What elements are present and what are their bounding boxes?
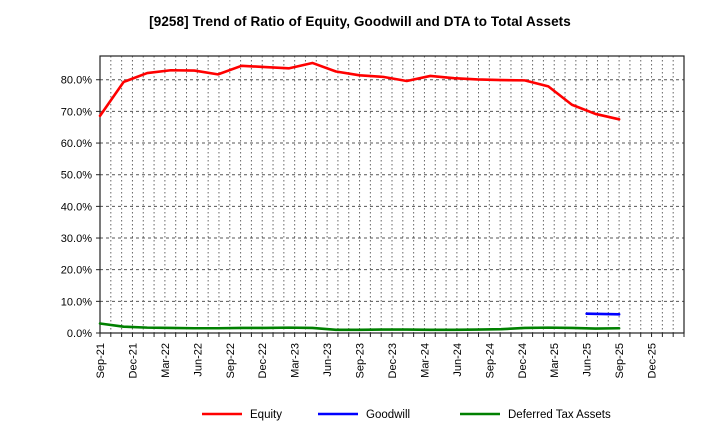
y-tick-label: 10.0% — [61, 296, 92, 308]
x-axis-ticks — [99, 333, 685, 337]
x-tick-label: Jun-23 — [322, 343, 334, 377]
x-tick-label: Sep-24 — [484, 343, 496, 378]
chart-title: [9258] Trend of Ratio of Equity, Goodwil… — [149, 14, 571, 29]
x-tick-label: Mar-24 — [419, 343, 431, 378]
legend-label: Goodwill — [366, 409, 410, 421]
x-tick-label: Sep-23 — [355, 343, 367, 378]
x-tick-label: Jun-22 — [192, 343, 204, 377]
chart-legend: Equity Goodwill Deferred Tax Assets — [202, 409, 611, 421]
x-axis-tick-labels: Sep-21 Dec-21 Mar-22 Jun-22 Sep-22 Dec-22 Mar-… — [95, 343, 659, 378]
y-tick-label: 50.0% — [61, 170, 92, 182]
plot-border — [99, 55, 685, 334]
series-lines — [98, 61, 621, 332]
x-tick-label: Dec-22 — [257, 343, 269, 378]
y-tick-label: 0.0% — [67, 328, 92, 340]
legend-label: Deferred Tax Assets — [508, 409, 611, 421]
x-tick-label: Mar-22 — [160, 343, 172, 378]
y-tick-label: 80.0% — [61, 75, 92, 87]
y-tick-label: 30.0% — [61, 233, 92, 245]
x-tick-label: Dec-21 — [127, 343, 139, 378]
x-tick-label: Mar-25 — [549, 343, 561, 378]
y-axis-tick-labels: 0.0% 10.0% 20.0% 30.0% 40.0% 50.0% 60.0% 70.0% 8… — [61, 75, 100, 340]
plot-frame — [99, 55, 685, 334]
y-tick-label: 40.0% — [61, 201, 92, 213]
legend-label: Equity — [250, 409, 282, 421]
x-gridlines — [110, 56, 674, 333]
series-line — [585, 312, 621, 316]
y-tick-label: 60.0% — [61, 138, 92, 150]
x-tick-label: Dec-23 — [387, 343, 399, 378]
x-tick-label: Sep-25 — [614, 343, 626, 378]
x-tick-label: Jun-25 — [582, 343, 594, 377]
x-tick-label: Sep-21 — [95, 343, 107, 378]
y-tick-label: 70.0% — [61, 106, 92, 118]
x-tick-label: Jun-24 — [452, 343, 464, 377]
x-tick-label: Dec-24 — [517, 343, 529, 378]
series-line — [98, 322, 621, 332]
y-tick-label: 20.0% — [61, 265, 92, 277]
series-line — [98, 61, 621, 121]
x-tick-label: Mar-23 — [290, 343, 302, 378]
x-tick-label: Sep-22 — [225, 343, 237, 378]
x-tick-label: Dec-25 — [647, 343, 659, 378]
